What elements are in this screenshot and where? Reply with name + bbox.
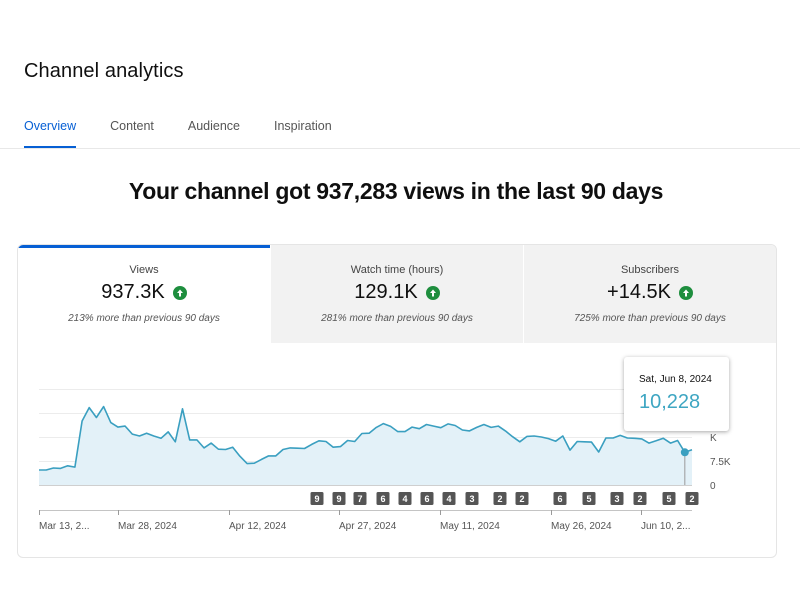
arrow-up-icon: [425, 285, 440, 300]
upload-marker-count: 5: [666, 494, 671, 504]
metric-value: 937.3K: [18, 281, 270, 304]
views-line: [39, 405, 693, 471]
metric-tab-subscribers[interactable]: Subscribers +14.5K 725% more than previo…: [523, 245, 776, 343]
views-area: [39, 406, 692, 485]
upload-marker: [493, 492, 507, 505]
upload-marker: [553, 492, 567, 505]
upload-marker-count: 6: [424, 494, 429, 504]
upload-marker-count: 7: [357, 494, 362, 504]
hover-dot: [680, 448, 689, 457]
upload-marker: [582, 492, 596, 505]
upload-marker: [465, 492, 479, 505]
metric-number: 129.1K: [354, 281, 418, 303]
upload-marker-count: 3: [614, 494, 619, 504]
arrow-up-icon: [172, 285, 187, 300]
x-tick-label: May 11, 2024: [440, 521, 500, 532]
tab-content[interactable]: Content: [110, 119, 154, 133]
upload-marker: [310, 492, 324, 505]
upload-marker: [442, 492, 456, 505]
x-tick-label: Mar 13, 2...: [39, 521, 90, 532]
upload-marker: [353, 492, 367, 505]
upload-marker-count: 5: [586, 494, 591, 504]
y-tick-label: 0: [710, 481, 716, 492]
views-headline: Your channel got 937,283 views in the la…: [128, 178, 664, 204]
x-tick-label: May 26, 2024: [551, 521, 612, 532]
upload-marker-count: 4: [402, 494, 407, 504]
metric-tabs: Views 937.3K 213% more than previous 90 …: [18, 245, 776, 343]
metric-label: Watch time (hours): [350, 264, 444, 276]
upload-marker: [332, 492, 346, 505]
tooltip-date: Sat, Jun 8, 2024: [639, 374, 712, 385]
metric-label: Subscribers: [620, 264, 680, 276]
metric-comparison: 281% more than previous 90 days: [321, 313, 473, 324]
upload-marker: [610, 492, 624, 505]
metric-value: 129.1K: [271, 281, 523, 304]
metric-number: 937.3K: [101, 281, 165, 303]
chart-tooltip: Sat, Jun 8, 2024 10,228: [624, 357, 729, 431]
metric-tab-watch-time[interactable]: Watch time (hours) 129.1K 281% more than…: [270, 245, 523, 343]
metric-comparison: 725% more than previous 90 days: [574, 313, 726, 324]
page-title: Channel analytics: [24, 60, 184, 82]
upload-marker-count: 6: [557, 494, 562, 504]
tabs-divider: [0, 148, 800, 149]
metric-tab-views[interactable]: Views 937.3K 213% more than previous 90 …: [18, 245, 270, 343]
tab-bar: Overview Content Audience Inspiration: [24, 119, 366, 149]
y-tick-label: K: [710, 433, 717, 444]
upload-marker-count: 9: [314, 494, 319, 504]
upload-marker-count: 2: [519, 494, 524, 504]
x-tick-label: Apr 27, 2024: [339, 521, 397, 532]
x-tick-label: Apr 12, 2024: [229, 521, 287, 532]
upload-marker: [515, 492, 529, 505]
metric-comparison: 213% more than previous 90 days: [68, 313, 220, 324]
metric-label: Views: [129, 264, 159, 276]
arrow-up-icon: [678, 285, 693, 300]
upload-marker-count: 2: [637, 494, 642, 504]
x-tick-label: Jun 10, 2...: [641, 521, 690, 532]
tab-inspiration[interactable]: Inspiration: [274, 119, 332, 133]
metric-value: +14.5K: [524, 281, 776, 304]
metric-number: +14.5K: [607, 281, 671, 303]
upload-marker: [398, 492, 412, 505]
upload-marker: [633, 492, 647, 505]
upload-marker: [662, 492, 676, 505]
upload-marker: [376, 492, 390, 505]
x-tick-label: Mar 28, 2024: [118, 521, 177, 532]
upload-marker-count: 9: [336, 494, 341, 504]
upload-marker-count: 2: [497, 494, 502, 504]
upload-marker: [420, 492, 434, 505]
tooltip-value: 10,228: [639, 391, 701, 413]
tab-overview[interactable]: Overview: [24, 119, 77, 148]
upload-marker-count: 6: [380, 494, 385, 504]
y-tick-label: 7.5K: [710, 457, 731, 468]
analytics-card: Views 937.3K 213% more than previous 90 …: [17, 244, 777, 558]
tab-audience[interactable]: Audience: [187, 119, 240, 133]
upload-marker-count: 3: [469, 494, 474, 504]
upload-marker: [685, 492, 699, 505]
upload-marker-count: 4: [446, 494, 451, 504]
upload-marker-count: 2: [689, 494, 694, 504]
